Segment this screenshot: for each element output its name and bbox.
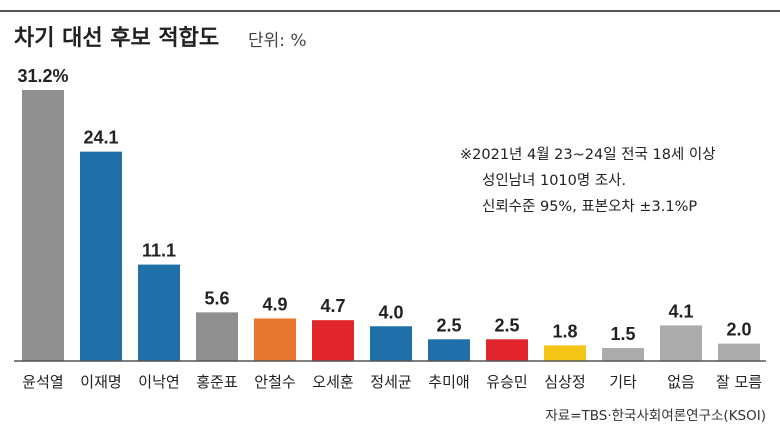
bar-13	[718, 343, 760, 361]
source-credit: 자료=TBS·한국사회여론연구소(KSOI)	[545, 408, 766, 424]
value-label-2: 24.1	[83, 128, 118, 148]
category-label-7: 정세균	[370, 373, 412, 391]
survey-note: ※2021년 4월 23~24일 전국 18세 이상 성인남녀 1010명 조사…	[460, 142, 716, 220]
bar-8	[428, 339, 470, 361]
category-label-9: 유승민	[486, 373, 527, 391]
bar-10	[544, 345, 586, 361]
category-label-6: 오세훈	[312, 373, 353, 391]
category-label-1: 윤석열	[22, 373, 63, 391]
value-label-6: 4.7	[320, 296, 345, 316]
value-label-11: 1.5	[610, 324, 635, 344]
chart-title: 차기 대선 후보 적합도	[14, 26, 220, 51]
value-label-5: 4.9	[262, 294, 287, 314]
bar-3	[138, 264, 180, 361]
category-label-12: 없음	[667, 373, 695, 391]
bars-group: 31.2% 윤석열 24.1 이재명 11.1 이낙연 5.6 홍준표 4.9 안철수 4.7 오세훈…	[17, 66, 762, 391]
value-label-3: 11.1	[142, 241, 176, 261]
value-label-1: 31.2%	[17, 66, 68, 86]
value-label-7: 4.0	[378, 302, 403, 322]
bar-11	[602, 347, 644, 361]
category-label-4: 홍준표	[196, 373, 238, 391]
category-label-3: 이낙연	[138, 373, 179, 391]
category-label-10: 심상정	[544, 373, 585, 391]
value-label-13: 2.0	[726, 320, 751, 340]
bar-7	[370, 326, 412, 361]
value-label-9: 2.5	[494, 315, 519, 335]
bar-5	[254, 318, 296, 361]
value-label-8: 2.5	[436, 315, 461, 335]
unit-label: 단위: %	[248, 31, 307, 51]
bar-2	[80, 151, 122, 361]
bar-12	[660, 325, 702, 361]
survey-note-line-3: 신뢰수준 95%, 표본오차 ±3.1%P	[482, 199, 698, 215]
category-label-2: 이재명	[80, 373, 121, 391]
category-label-5: 안철수	[254, 373, 295, 391]
bar-1	[22, 90, 64, 361]
top-rule	[0, 10, 780, 12]
category-label-11: 기타	[609, 373, 637, 391]
value-label-12: 4.1	[668, 301, 693, 321]
value-label-4: 5.6	[204, 288, 229, 308]
bar-9	[486, 339, 528, 361]
category-label-13: 잘 모름	[716, 373, 762, 391]
survey-note-line-2: 성인남녀 1010명 조사.	[482, 173, 627, 189]
category-label-8: 추미애	[428, 373, 469, 391]
value-label-10: 1.8	[552, 321, 577, 341]
survey-note-line-1: ※2021년 4월 23~24일 전국 18세 이상	[460, 147, 716, 163]
bar-6	[312, 320, 354, 361]
bar-4	[196, 312, 238, 361]
